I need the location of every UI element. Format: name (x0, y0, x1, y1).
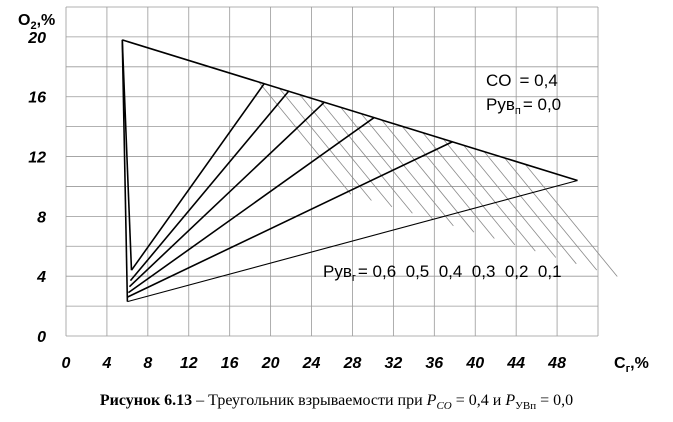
y-tick-label: 16 (28, 90, 46, 107)
pyvg-annotation: Pувг = 0,6 0,5 0,4 0,3 0,2 0,1 (323, 262, 562, 284)
caption-pco-sub: CO (436, 400, 452, 413)
hatch-line (422, 132, 516, 246)
hatch-line (381, 119, 475, 233)
x-tick-label: 12 (180, 355, 198, 372)
hatch-line (483, 151, 577, 265)
x-tick-label: 8 (143, 355, 152, 372)
ray-line (129, 90, 290, 282)
hatch-lines (258, 81, 618, 277)
x-tick-label: 36 (425, 355, 443, 372)
caption-pco-eq: = 0,4 и (451, 392, 506, 409)
caption-puvn-sub: УВп (515, 400, 537, 413)
triangle-top-edge (122, 39, 578, 182)
hatch-line (279, 88, 372, 201)
y-tick-label: 12 (28, 150, 46, 167)
caption-figure-number: Рисунок 6.13 (99, 392, 193, 409)
figure-caption: Рисунок 6.13 – Треугольник взрываемости … (0, 392, 673, 412)
explosivity-rays (127, 82, 578, 303)
pyvn-annotation: Pувп = 0,0 (486, 95, 561, 117)
hatch-line (504, 157, 598, 271)
caption-puvn-eq: = 0,0 (536, 392, 574, 409)
hatch-line (340, 107, 434, 220)
triangle-outline (121, 39, 578, 302)
caption-text: – Треугольник взрываемости при (192, 392, 427, 409)
ray-line (127, 179, 578, 303)
y-tick-label: 0 (37, 329, 46, 346)
ray-line (130, 82, 266, 271)
x-tick-label: 48 (547, 355, 566, 372)
hatch-line (299, 94, 393, 208)
hatch-line (524, 164, 618, 277)
hatch-line (320, 100, 413, 214)
ray-line (127, 117, 375, 294)
hatch-line (442, 138, 536, 252)
x-tick-label: 24 (302, 355, 321, 372)
x-tick-label: 32 (384, 355, 402, 372)
x-tick-label: 20 (261, 355, 280, 372)
x-axis-label: Cг,% (614, 355, 649, 375)
x-tick-label: 4 (101, 355, 111, 372)
y-axis-label: O2,% (18, 12, 55, 32)
hatch-line (258, 81, 352, 195)
x-tick-label: 40 (465, 355, 484, 372)
hatch-line (463, 145, 557, 258)
triangle-left-inner-edge (121, 39, 133, 271)
y-tick-label: 20 (27, 30, 46, 47)
x-tick-label: 16 (221, 355, 239, 372)
y-tick-label: 4 (36, 269, 46, 286)
x-tick-label: 44 (506, 355, 525, 372)
x-tick-label: 28 (343, 355, 362, 372)
ray-line (128, 102, 325, 288)
caption-puvn-symbol: P (505, 392, 516, 409)
hatch-line (401, 126, 495, 239)
y-tick-label: 8 (37, 209, 46, 226)
co-annotation: CO = 0,4 (486, 71, 558, 90)
triangle-left-edge (121, 39, 129, 302)
hatch-line (360, 113, 454, 227)
ray-line (127, 140, 454, 298)
x-tick-label: 0 (62, 355, 71, 372)
caption-pco-symbol: P (426, 392, 437, 409)
